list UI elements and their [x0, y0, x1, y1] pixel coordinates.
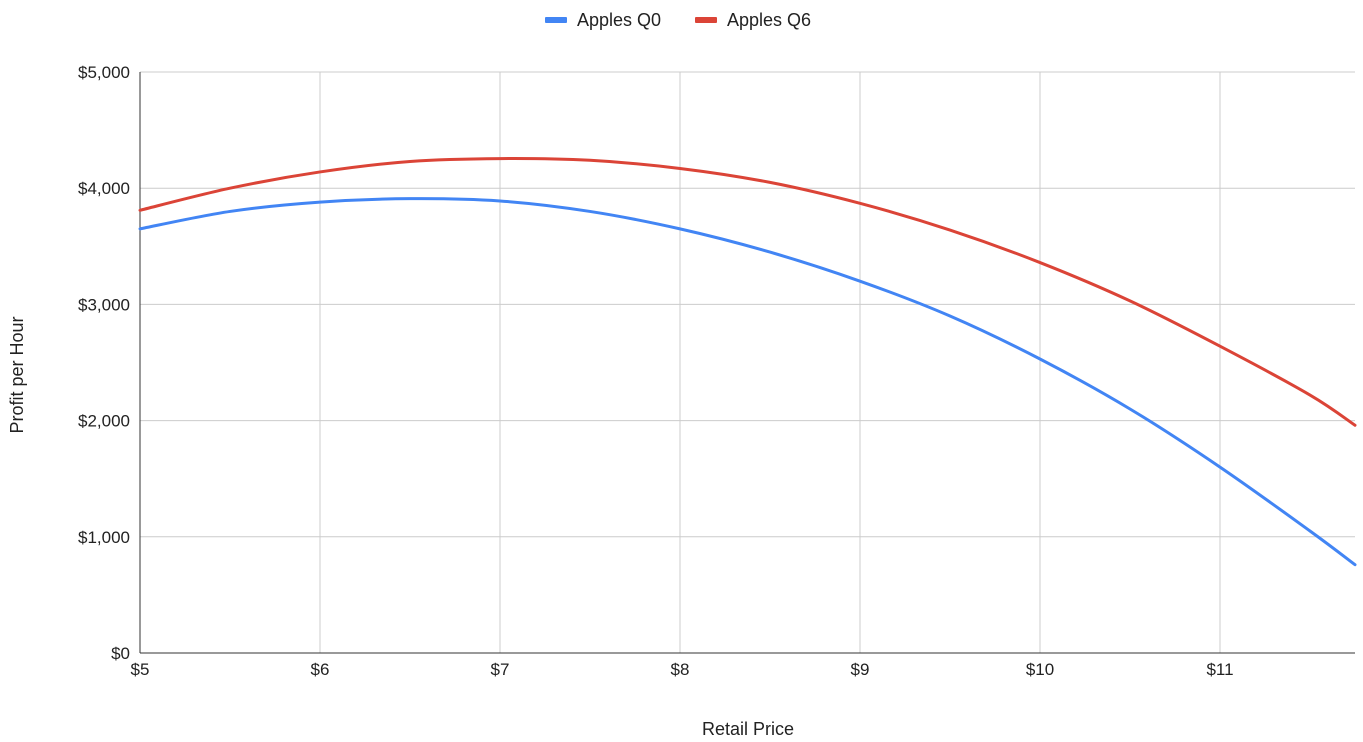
series-line-apples-q0 — [138, 197, 1357, 567]
y-axis-title: Profit per Hour — [7, 316, 27, 433]
x-tick-label: $5 — [131, 660, 150, 679]
x-tick-label: $9 — [851, 660, 870, 679]
y-tick-label: $2,000 — [78, 412, 130, 431]
grid — [140, 71, 1355, 653]
legend-swatch-apples-q0 — [545, 17, 567, 23]
x-tick-label: $6 — [311, 660, 330, 679]
y-tick-label: $3,000 — [78, 295, 130, 314]
x-tick-label: $8 — [671, 660, 690, 679]
legend-label-apples-q6: Apples Q6 — [727, 10, 811, 30]
y-tick-label: $0 — [111, 644, 130, 663]
x-tick-label: $10 — [1026, 660, 1054, 679]
series-lines — [138, 157, 1357, 567]
x-tick-label: $11 — [1206, 660, 1233, 679]
x-tick-label: $7 — [491, 660, 510, 679]
legend: Apples Q0 Apples Q6 — [545, 10, 811, 30]
series-line-apples-q6 — [138, 157, 1357, 427]
legend-swatch-apples-q6 — [695, 17, 717, 23]
legend-label-apples-q0: Apples Q0 — [577, 10, 661, 30]
y-tick-label: $1,000 — [78, 528, 130, 547]
y-tick-label: $4,000 — [78, 179, 130, 198]
y-tick-label: $5,000 — [78, 63, 130, 82]
axes: $0 $1,000 $2,000 $3,000 $4,000 $5,000 $5 $6 $7 $8… — [78, 63, 1355, 679]
x-axis-title: Retail Price — [702, 719, 794, 739]
